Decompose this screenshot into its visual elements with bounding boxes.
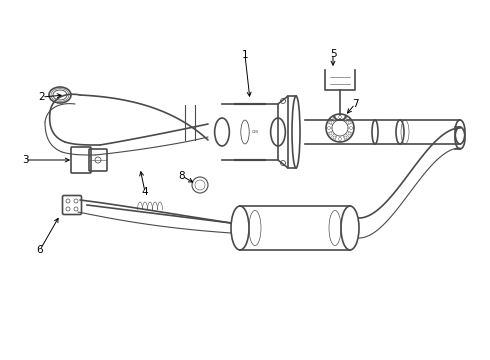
Text: 5: 5 bbox=[330, 49, 336, 59]
Circle shape bbox=[329, 132, 332, 135]
Circle shape bbox=[348, 121, 351, 124]
Circle shape bbox=[339, 116, 342, 118]
Text: 4: 4 bbox=[142, 187, 148, 197]
Circle shape bbox=[333, 136, 336, 139]
Circle shape bbox=[333, 117, 336, 120]
Circle shape bbox=[344, 117, 347, 120]
Circle shape bbox=[339, 138, 342, 140]
Circle shape bbox=[349, 126, 352, 130]
Text: 2: 2 bbox=[39, 92, 45, 102]
Text: 3: 3 bbox=[22, 155, 28, 165]
Circle shape bbox=[327, 126, 330, 130]
Text: 6: 6 bbox=[37, 245, 43, 255]
Text: 1: 1 bbox=[242, 50, 248, 60]
Text: D28: D28 bbox=[251, 130, 259, 134]
Circle shape bbox=[348, 132, 351, 135]
Text: 8: 8 bbox=[179, 171, 185, 181]
Circle shape bbox=[344, 136, 347, 139]
Text: 7: 7 bbox=[352, 99, 358, 109]
Circle shape bbox=[329, 121, 332, 124]
